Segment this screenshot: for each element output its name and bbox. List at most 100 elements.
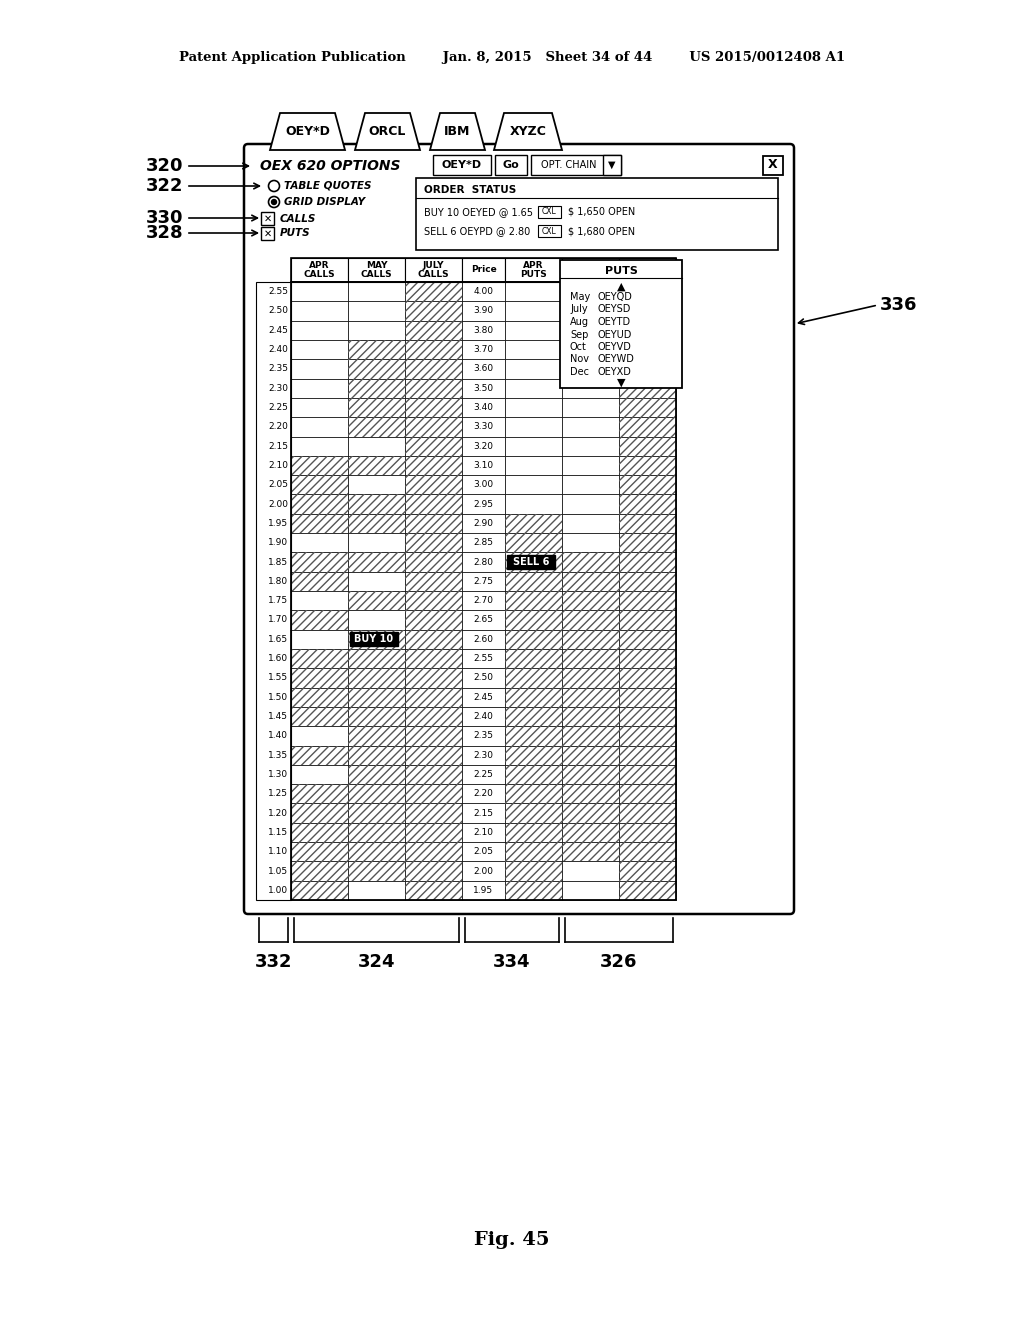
Bar bbox=[348, 784, 406, 804]
Bar bbox=[618, 880, 676, 900]
Text: Aug: Aug bbox=[570, 317, 589, 327]
Text: 2.95: 2.95 bbox=[473, 499, 494, 508]
Bar bbox=[291, 842, 348, 862]
Bar bbox=[291, 321, 348, 341]
Bar bbox=[562, 764, 618, 784]
Bar bbox=[505, 257, 562, 282]
Bar bbox=[562, 842, 618, 862]
Bar bbox=[505, 726, 562, 746]
Bar bbox=[406, 708, 462, 726]
Bar bbox=[291, 746, 348, 764]
Bar bbox=[462, 341, 505, 359]
Bar bbox=[462, 764, 505, 784]
Bar bbox=[462, 379, 505, 397]
Bar bbox=[348, 417, 406, 437]
Bar bbox=[348, 880, 406, 900]
Bar bbox=[505, 784, 562, 804]
Bar bbox=[618, 804, 676, 822]
Bar bbox=[348, 688, 406, 708]
Bar bbox=[291, 552, 348, 572]
Bar bbox=[618, 379, 676, 397]
Bar bbox=[291, 359, 348, 379]
Bar bbox=[505, 379, 562, 397]
Text: OEY*D: OEY*D bbox=[442, 160, 482, 170]
Text: ▼: ▼ bbox=[616, 378, 626, 388]
Bar bbox=[505, 437, 562, 455]
Text: 1.30: 1.30 bbox=[268, 770, 288, 779]
Bar bbox=[291, 842, 348, 862]
Bar bbox=[348, 610, 406, 630]
Bar bbox=[618, 282, 676, 301]
Bar bbox=[291, 552, 348, 572]
Bar bbox=[406, 417, 462, 437]
Text: 336: 336 bbox=[880, 296, 918, 314]
Text: SELL 6: SELL 6 bbox=[513, 557, 549, 568]
Bar bbox=[562, 533, 618, 552]
Bar bbox=[406, 455, 462, 475]
Bar bbox=[406, 533, 462, 552]
Bar bbox=[348, 552, 406, 572]
Bar bbox=[291, 649, 348, 668]
Bar bbox=[348, 842, 406, 862]
Text: 1.95: 1.95 bbox=[473, 886, 494, 895]
Bar bbox=[291, 513, 348, 533]
Text: 2.45: 2.45 bbox=[473, 693, 494, 702]
Bar bbox=[562, 610, 618, 630]
Bar bbox=[291, 455, 348, 475]
Bar bbox=[505, 552, 562, 572]
Bar bbox=[348, 688, 406, 708]
Text: July: July bbox=[570, 305, 588, 314]
Bar bbox=[462, 533, 505, 552]
Bar bbox=[348, 359, 406, 379]
Text: 2.05: 2.05 bbox=[473, 847, 494, 857]
Bar bbox=[291, 880, 348, 900]
Bar bbox=[562, 257, 618, 282]
Text: 322: 322 bbox=[145, 177, 183, 195]
Bar bbox=[562, 572, 618, 591]
Bar bbox=[433, 154, 490, 176]
Bar bbox=[406, 649, 462, 668]
Bar bbox=[406, 668, 462, 688]
Bar bbox=[348, 862, 406, 880]
Text: 3.80: 3.80 bbox=[473, 326, 494, 335]
Bar bbox=[406, 630, 462, 649]
Bar bbox=[562, 359, 618, 379]
Bar bbox=[348, 301, 406, 321]
Bar bbox=[505, 321, 562, 341]
Bar bbox=[462, 282, 505, 301]
Bar bbox=[348, 379, 406, 397]
Bar bbox=[291, 822, 348, 842]
Bar bbox=[462, 804, 505, 822]
Bar bbox=[291, 495, 348, 513]
Bar bbox=[348, 513, 406, 533]
Bar bbox=[505, 668, 562, 688]
Text: 2.25: 2.25 bbox=[268, 403, 288, 412]
Text: 1.10: 1.10 bbox=[268, 847, 288, 857]
Bar bbox=[562, 495, 618, 513]
Bar bbox=[348, 668, 406, 688]
Bar bbox=[618, 455, 676, 475]
Text: OEX 620 OPTIONS: OEX 620 OPTIONS bbox=[260, 158, 400, 173]
Bar bbox=[562, 708, 618, 726]
Bar bbox=[406, 842, 462, 862]
Bar bbox=[348, 455, 406, 475]
Bar bbox=[291, 437, 348, 455]
Bar bbox=[462, 257, 505, 282]
Bar bbox=[505, 842, 562, 862]
Text: ORCL: ORCL bbox=[369, 125, 407, 139]
Bar bbox=[618, 437, 676, 455]
Bar bbox=[505, 880, 562, 900]
Text: JULY
CALLS: JULY CALLS bbox=[418, 260, 450, 280]
Bar bbox=[406, 417, 462, 437]
Bar bbox=[618, 417, 676, 437]
Text: MAY
CALLS: MAY CALLS bbox=[360, 260, 392, 280]
Bar bbox=[505, 591, 562, 610]
Bar bbox=[618, 804, 676, 822]
Bar bbox=[291, 668, 348, 688]
Text: 2.30: 2.30 bbox=[473, 751, 494, 759]
Bar bbox=[562, 437, 618, 455]
Bar bbox=[406, 822, 462, 842]
Bar bbox=[562, 862, 618, 880]
Bar bbox=[406, 784, 462, 804]
Bar bbox=[291, 708, 348, 726]
